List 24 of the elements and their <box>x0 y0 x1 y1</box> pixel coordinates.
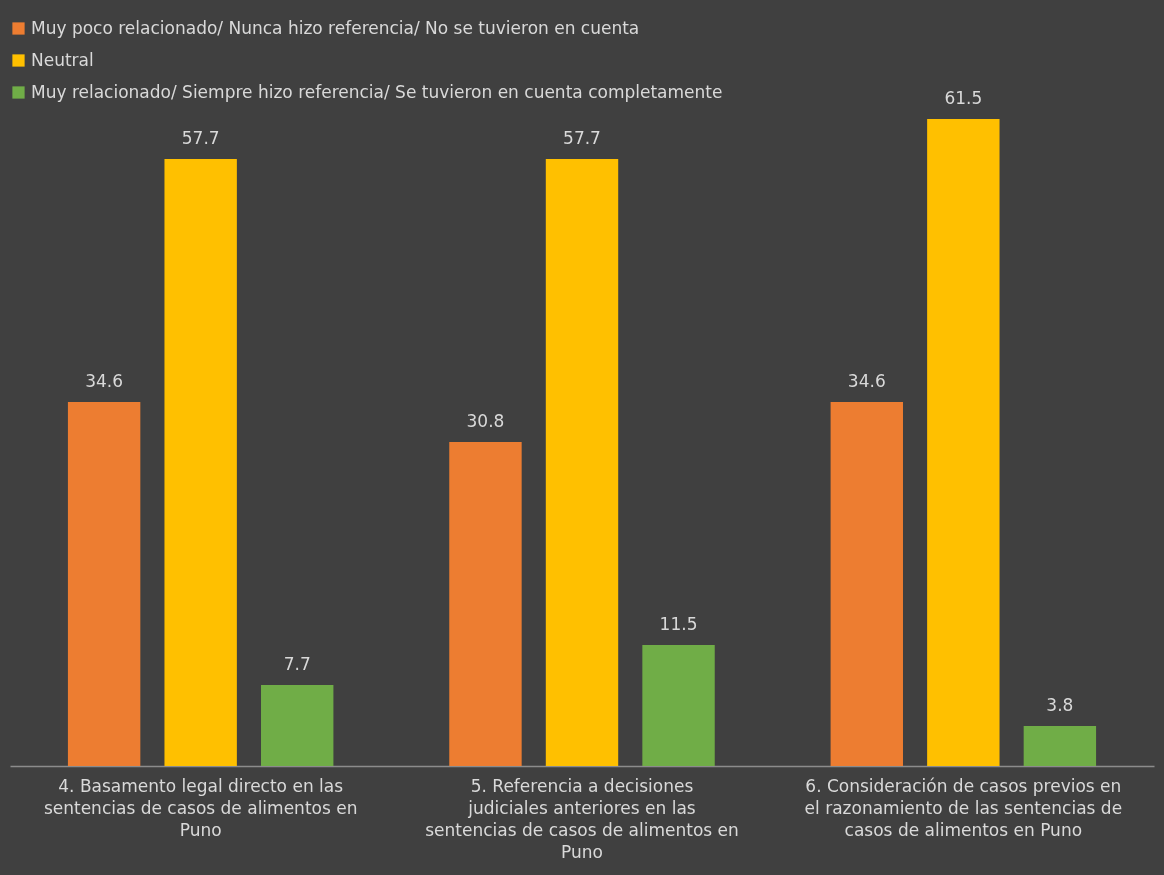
bar <box>449 441 522 766</box>
data-label: 7.7 <box>283 653 311 674</box>
x-tick-label: 5. Referencia a decisiones judiciales anteriores en las sentencias de casos de alimentos en Puno <box>425 775 739 862</box>
bar <box>830 402 903 766</box>
data-label: 34.6 <box>85 371 124 391</box>
bar <box>545 158 619 766</box>
data-label: 3.8 <box>1046 695 1074 716</box>
data-label: 11.5 <box>659 614 698 635</box>
data-label: 34.6 <box>847 371 886 391</box>
legend-label: Neutral <box>31 49 94 70</box>
bar <box>67 402 141 766</box>
data-label: 57.7 <box>181 127 220 148</box>
x-tick-label: 6. Consideración de casos previos en el razonamiento de las sentencias de casos de alimentos en Puno <box>804 775 1123 840</box>
x-tick-label: 4. Basamento legal directo en las sentencias de casos de alimentos en Puno <box>43 775 358 840</box>
data-label: 61.5 <box>944 88 983 108</box>
bar <box>642 645 715 766</box>
bar <box>164 158 237 766</box>
data-label: 30.8 <box>466 410 505 431</box>
data-label: 57.7 <box>563 127 601 148</box>
legend-label: Muy relacionado/ Siempre hizo referencia/ Se tuvieron en cuenta completamente <box>31 81 723 102</box>
bar <box>1023 726 1097 766</box>
bar <box>261 684 334 766</box>
bar <box>927 119 1000 766</box>
legend-label: Muy poco relacionado/ Nunca hizo referencia/ No se tuvieron en cuenta <box>31 17 640 38</box>
